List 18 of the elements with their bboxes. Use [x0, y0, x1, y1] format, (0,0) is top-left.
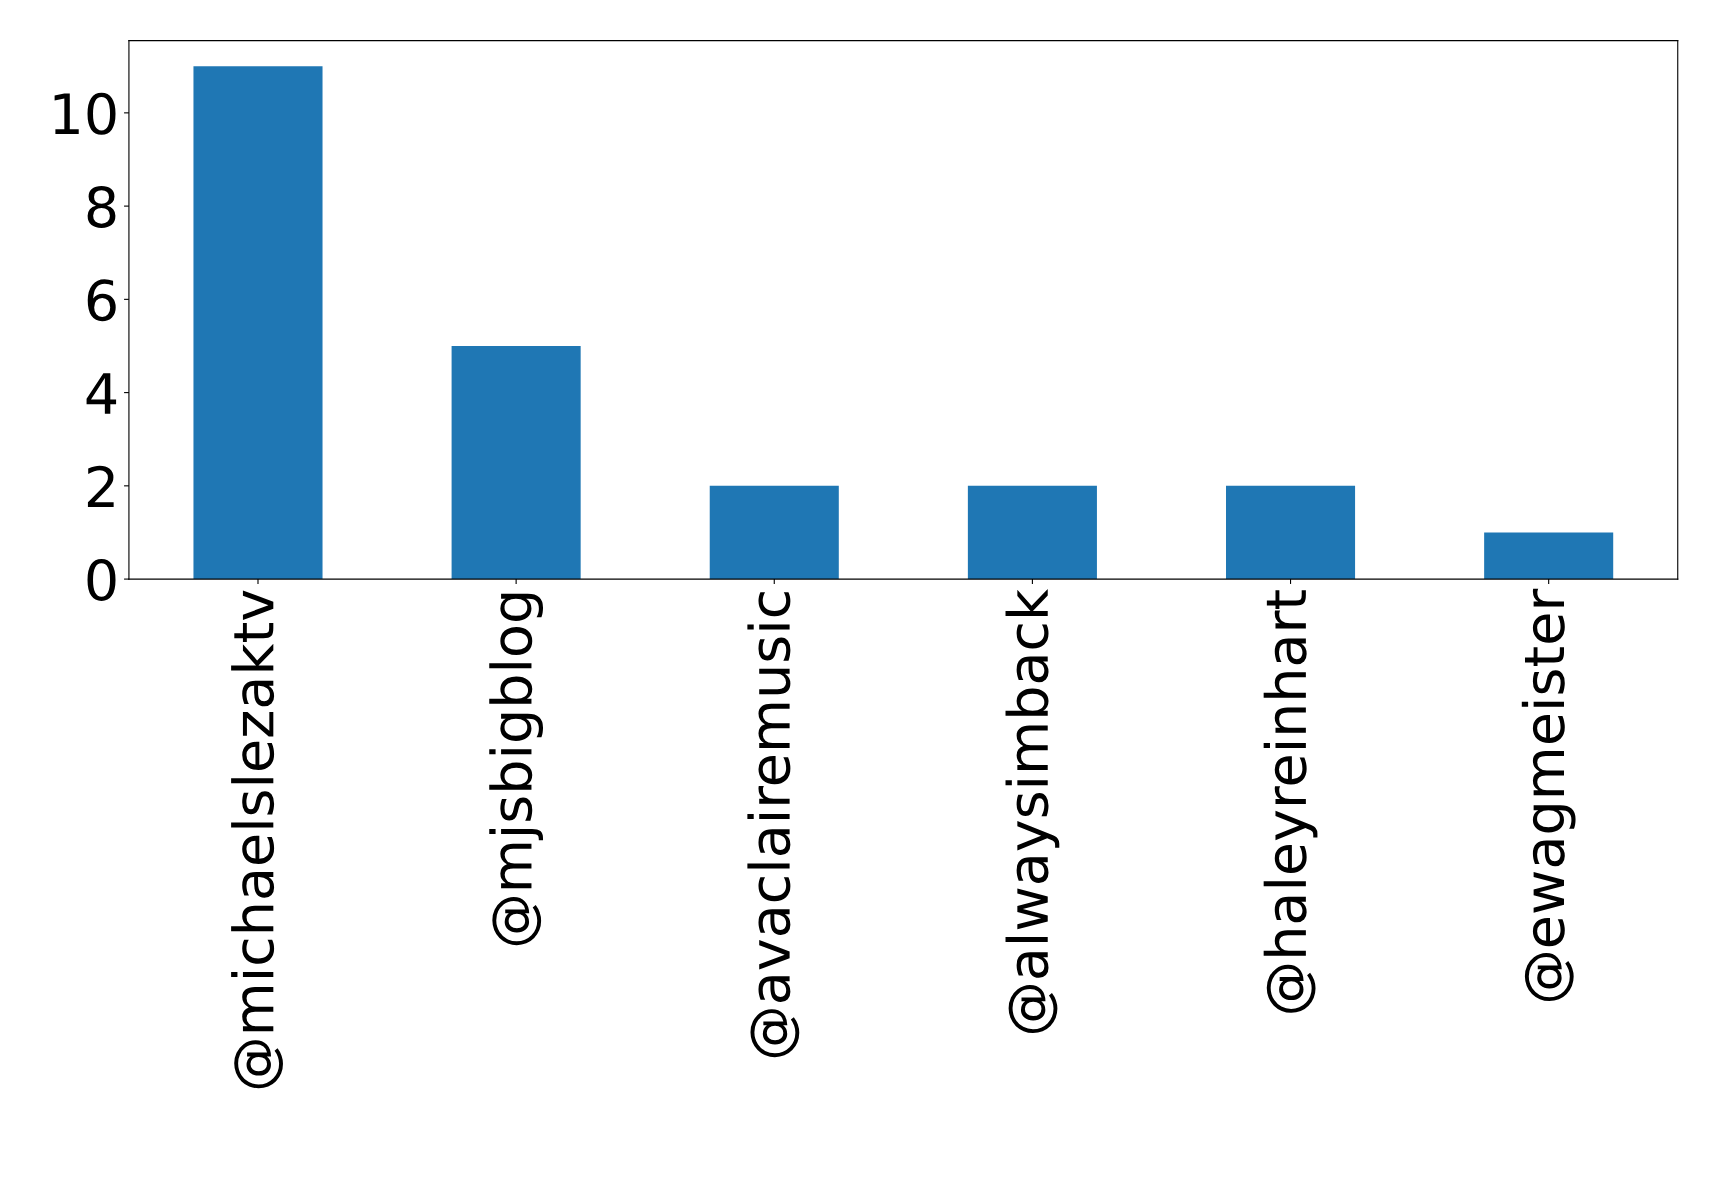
x-tick-label: @mjsbigblog: [489, 593, 544, 946]
y-tick-label: 8: [87, 185, 116, 228]
y-tick-label: 6: [87, 279, 116, 322]
x-tick-label: @michaelslezaktv: [231, 590, 283, 1089]
y-tick-label: 4: [86, 373, 117, 414]
x-tick-label: @avaclairemusic: [747, 592, 800, 1058]
bar: [1226, 485, 1356, 580]
bar: [1484, 532, 1614, 580]
bar: [709, 485, 839, 580]
bar: [193, 66, 323, 580]
y-tick-label: 2: [87, 465, 114, 507]
bar: [451, 345, 581, 580]
x-tick-label: @alwaysimback: [1005, 588, 1060, 1034]
x-tick-label: @haleyreinhart: [1263, 590, 1318, 1013]
bar: [967, 485, 1097, 580]
y-tick-label: 10: [54, 92, 116, 135]
y-tick-label: 0: [87, 558, 116, 601]
x-tick-label: @ewagmeister: [1521, 588, 1576, 1002]
